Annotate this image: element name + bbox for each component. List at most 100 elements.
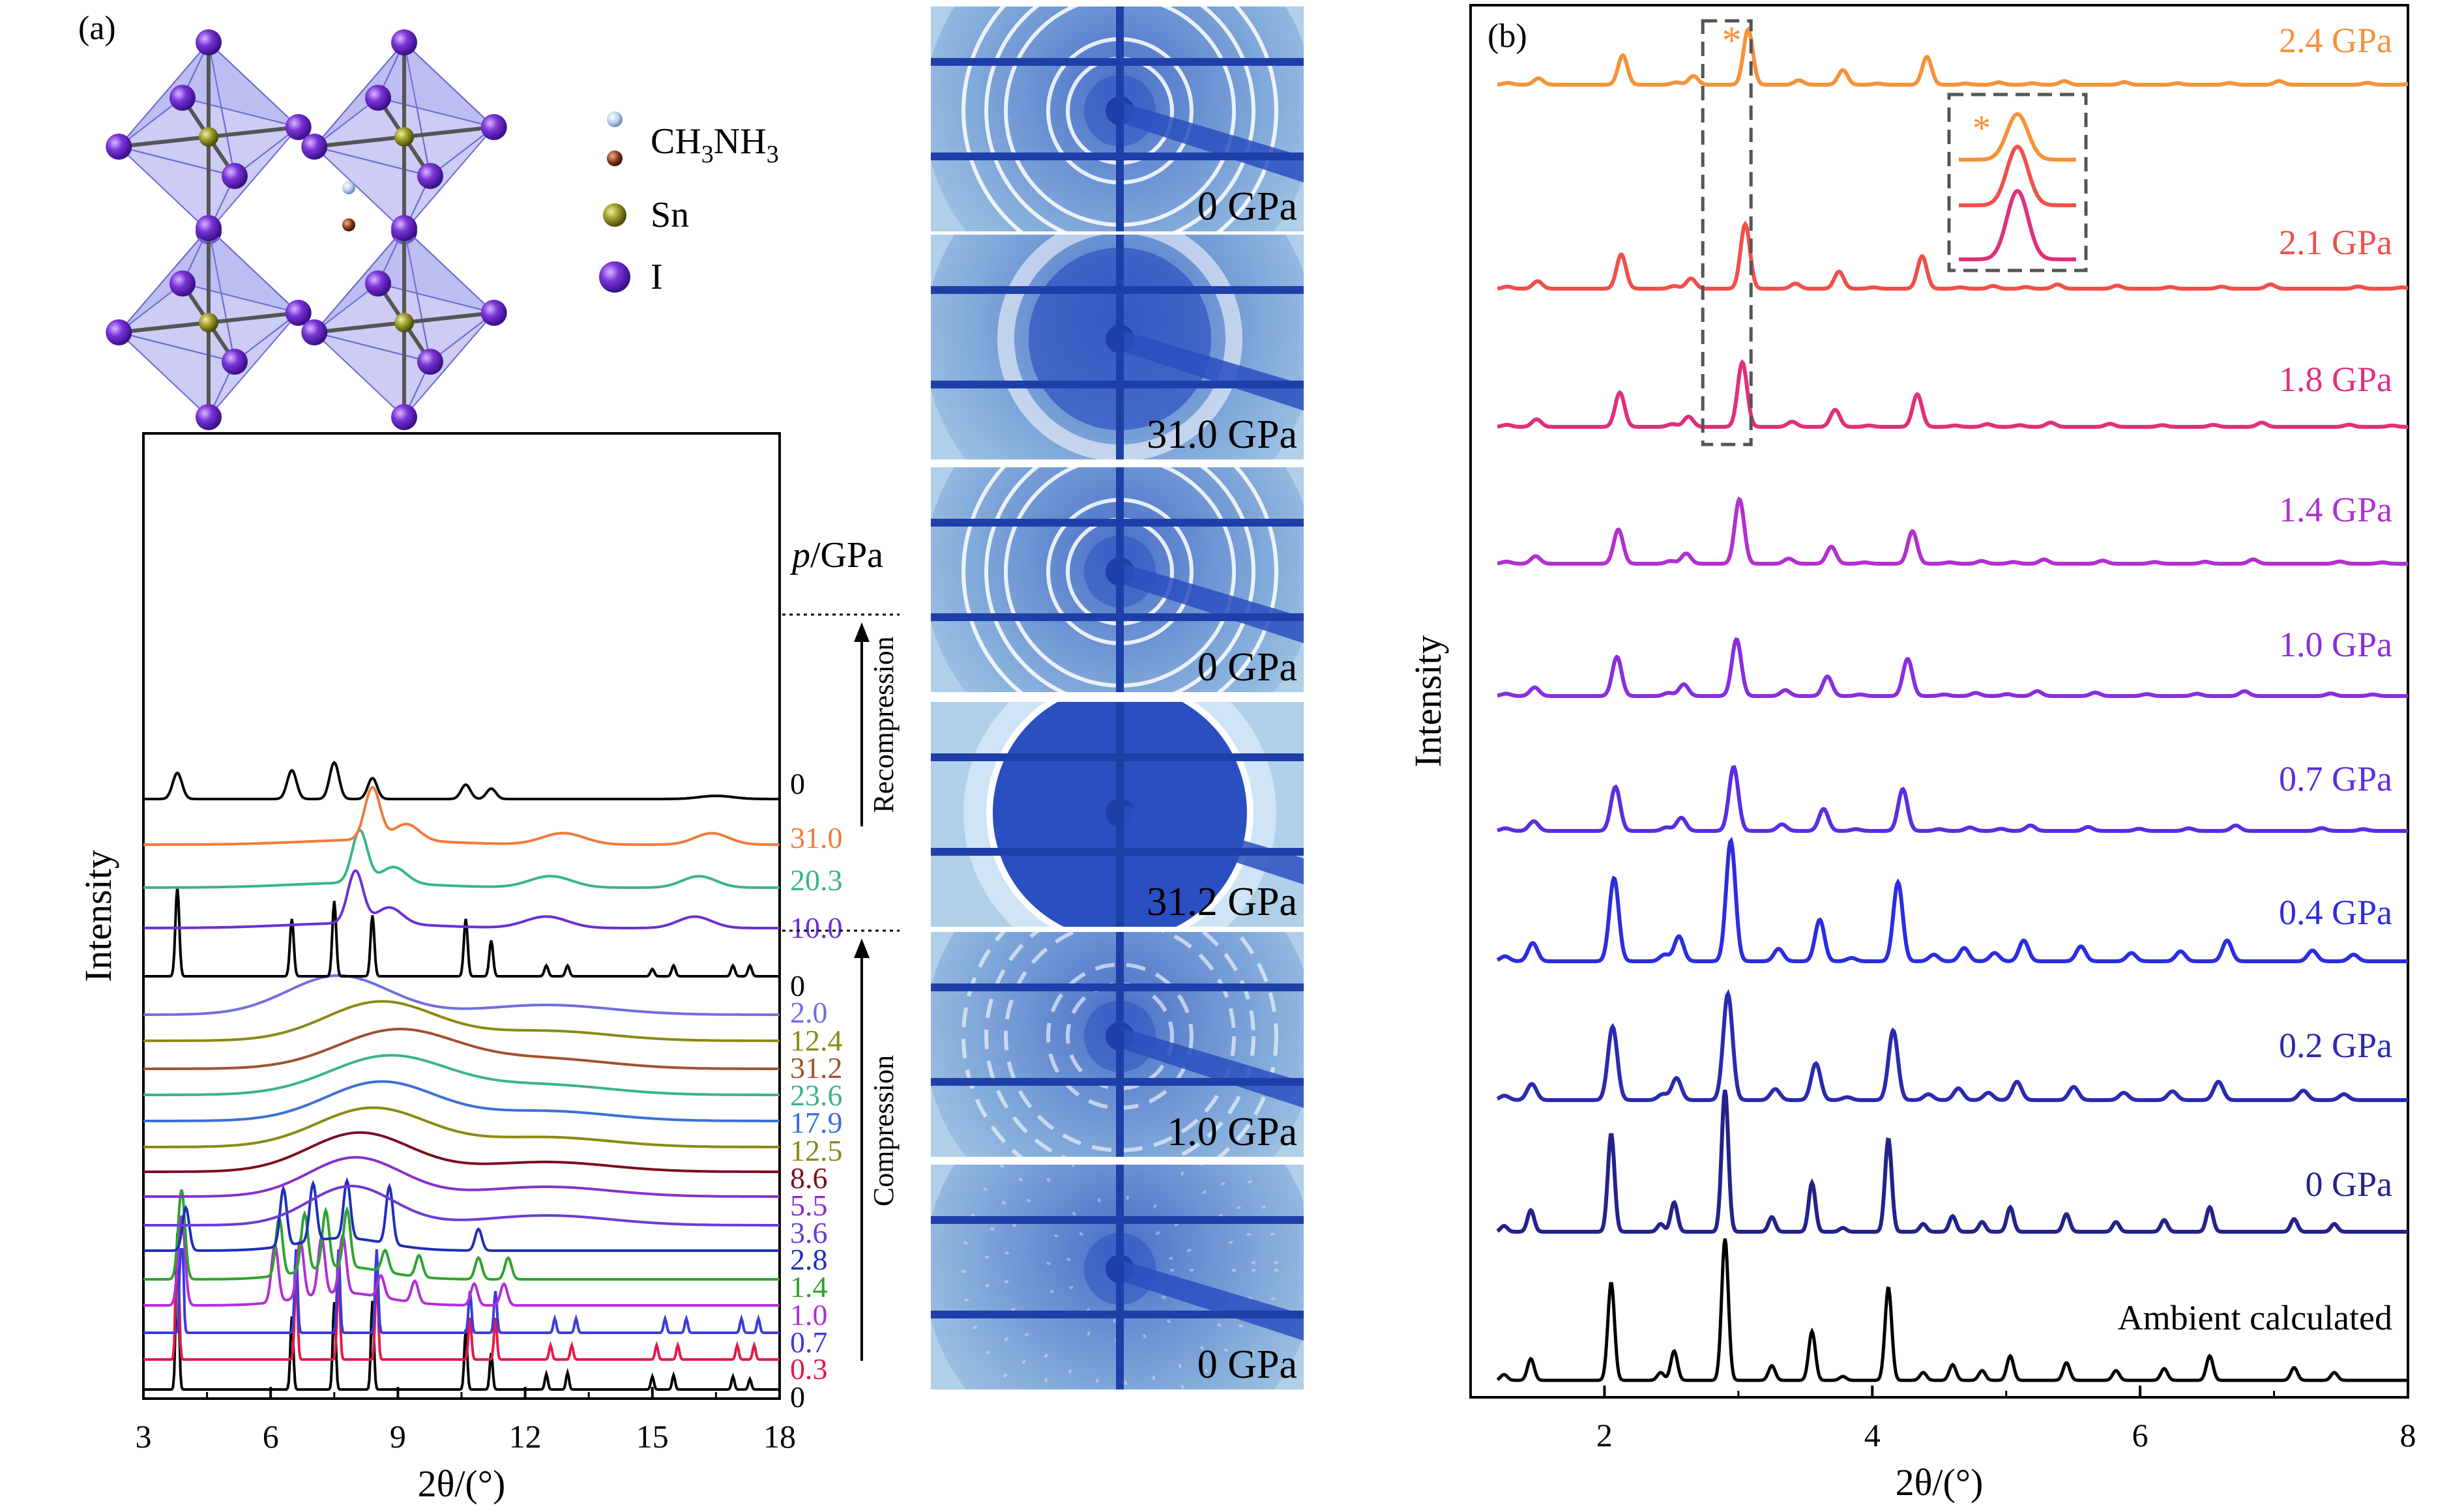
series-b-line [1496,1238,2408,1382]
iodine-atom [196,404,222,430]
series-a-line [143,1215,780,1307]
x-tick-label-a: 18 [763,1418,796,1455]
x-tick-label-b: 8 [2400,1417,2416,1453]
iodine-atom [222,163,248,189]
series-b-line [1497,26,2409,87]
compression-arrow-head [854,938,870,958]
iodine-atom [301,134,328,160]
series-a-label: 1.4 [790,1270,828,1303]
detector-pressure-label: 1.0 GPa [1167,1110,1297,1154]
octahedron-face [181,41,301,128]
octahedron-face [208,312,299,418]
iodine-atom [480,300,507,326]
beamstop-arm [1120,562,1304,643]
detector-images: 0 GPa 31.0 GPa 0 GPa 31.2 GPa 1.0 GPa 0 GPa [931,7,1304,1389]
series-a-label: 0.7 [790,1326,828,1359]
series-a-line [143,1189,780,1281]
series-b-label: 2.4 GPa [2279,21,2392,60]
detector-pressure-label: 0 GPa [1197,645,1297,690]
detector-image: 31.0 GPa [931,235,1304,459]
detector-image: 1.0 GPa [931,932,1304,1157]
series-a-label: 12.4 [790,1024,843,1057]
series-b-label: Ambient calculated [2118,1298,2392,1337]
tin-atom [199,127,218,147]
series-b-line [1496,989,2408,1102]
iodine-atom [480,114,507,140]
beamstop-arm [1120,804,1304,884]
series-a-line [143,1156,780,1198]
pressure-header: p/GPa [789,535,883,575]
series-b-label: 1.8 GPa [2279,360,2392,399]
series-a-line [143,974,780,1016]
axes-frame-b [1469,4,2409,1399]
series-b-line [1497,496,2408,566]
detector-image: 0 GPa [931,7,1304,231]
series-b-line [1497,764,2408,834]
chart-a: 3 6 9 12 15 182θ/(°)Intensity00.30.71.01.42.8… [77,432,900,1505]
x-tick-label-b: 6 [2132,1417,2149,1453]
series-a-label: 0 [790,767,805,800]
series-a-line [143,1000,780,1042]
x-tick-label-a: 9 [390,1418,406,1455]
beamstop-arm [1120,1027,1304,1108]
x-axis-label-b: 2θ/(°) [1896,1461,1984,1504]
series-a-line [143,1028,780,1070]
series-b-label: 1.4 GPa [2279,490,2392,529]
x-tick-label-a: 3 [136,1418,152,1455]
series-b-label: 0.4 GPa [2279,893,2392,932]
series-b-label: 0.2 GPa [2279,1026,2392,1065]
series-a-line [143,1177,780,1252]
beamstop-arm [1120,330,1304,411]
inset-marker-star: * [1973,108,1991,149]
inset-peak-line [1959,144,2076,207]
series-a-line [143,761,780,800]
beamstop-arm [1120,102,1304,182]
octahedron-face [403,312,495,418]
ch3nh3-n-atom-icon [607,151,623,166]
series-b-label: 1.0 GPa [2279,625,2392,664]
iodine-atom [169,270,196,297]
series-a-label: 17.9 [790,1106,843,1139]
x-tick-label-b: 4 [1864,1417,1881,1453]
ch3nh3-c-atom-icon [607,111,623,127]
iodine-atom [365,85,391,111]
axes-frame-a [142,432,781,1400]
series-b-line [1497,359,2408,429]
tin-atom [199,313,218,332]
inset-peak-line [1959,111,2076,162]
series-a-label: 8.6 [790,1161,828,1195]
detector-image: 0 GPa [931,467,1304,692]
octahedron-face [181,227,301,314]
series-a-line [143,1054,780,1096]
series-a-line [143,828,780,889]
beamstop-arm [1120,1260,1304,1341]
panel-b-label: (b) [1488,18,1527,55]
series-a-label: 5.5 [790,1189,828,1222]
series-b-line [1496,837,2408,964]
series-a-line [143,1248,780,1334]
marker-star: * [1722,19,1742,62]
iodine-atom [196,29,222,55]
detector-pressure-label: 0 GPa [1197,184,1297,229]
carbon-atom [342,181,355,194]
series-a-label: 12.5 [790,1134,843,1167]
series-b-line [1497,637,2408,698]
legend-ch3nh3: CH3NH3 [651,121,779,168]
series-a-label: 2.0 [790,996,828,1029]
structure-legend: CH3NH3 Sn I [599,111,779,297]
tin-atom [394,127,414,147]
series-a-line [143,1232,780,1391]
nitrogen-atom [342,218,355,231]
iodine-atom [391,404,417,430]
series-a-label: 10.0 [790,911,843,944]
recompression-label: Recompression [868,636,900,813]
iodine-atom [196,215,222,241]
series-a-label: 2.8 [790,1243,828,1276]
series-b-label: 2.1 GPa [2279,223,2392,262]
iodine-atom [417,349,443,375]
series-b-line [1496,1090,2408,1234]
x-axis-label-a: 2θ/(°) [418,1462,506,1505]
series-b-label: 0.7 GPa [2279,759,2392,798]
crystal-structure [106,29,507,430]
iodine-atom [391,29,417,55]
